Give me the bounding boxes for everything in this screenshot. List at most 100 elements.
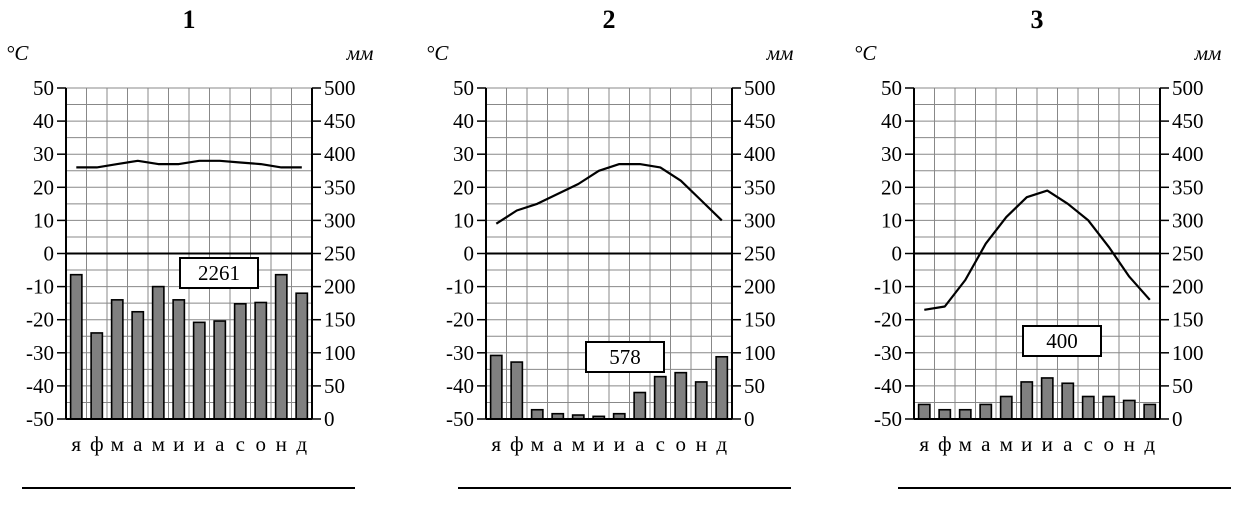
y-left-tick-label: 0 [464, 242, 475, 266]
month-label: ф [938, 432, 952, 456]
climate-chart-2-svg: 2°C мм50403020100-10-20-30-40-50500450400… [426, 5, 794, 456]
month-label: м [1000, 432, 1013, 456]
y-left-tick-label: -10 [446, 275, 474, 299]
y-left-tick-label: -10 [874, 275, 902, 299]
month-label: и [593, 432, 604, 456]
y-left-tick-label: 10 [453, 208, 474, 232]
month-label: о [256, 432, 267, 456]
precip-bar [1081, 395, 1095, 420]
y-right-unit: мм [766, 41, 794, 65]
month-label: о [1104, 432, 1115, 456]
y-left-tick-label: 30 [453, 142, 474, 166]
y-left-tick-label: 30 [881, 142, 902, 166]
precip-bar [172, 299, 186, 420]
y-left-unit: °C [854, 41, 877, 65]
y-right-tick-label: 50 [324, 374, 345, 398]
month-label: с [236, 432, 245, 456]
y-right-tick-label: 150 [1172, 308, 1204, 332]
y-left-tick-label: -20 [874, 308, 902, 332]
y-left-tick-label: -20 [446, 308, 474, 332]
month-label: я [491, 432, 501, 456]
precip-bar [274, 273, 288, 420]
y-left-tick-label: -50 [874, 407, 902, 431]
precip-bar [213, 320, 227, 420]
precip-bar [674, 371, 688, 420]
y-right-tick-label: 400 [1172, 142, 1204, 166]
y-left-tick-label: 0 [44, 242, 55, 266]
annual-total-label: 578 [609, 345, 641, 369]
month-label: я [71, 432, 81, 456]
y-right-tick-label: 200 [1172, 275, 1204, 299]
month-label: м [111, 432, 124, 456]
precip-bar [233, 303, 247, 420]
precip-bar [958, 408, 972, 420]
precip-bar [1143, 403, 1157, 420]
y-right-tick-label: 250 [324, 242, 356, 266]
y-left-tick-label: 10 [33, 208, 54, 232]
precip-bar [1040, 377, 1054, 420]
y-left-tick-label: -40 [446, 374, 474, 398]
chart-title: 3 [1031, 5, 1044, 34]
y-right-unit: мм [1194, 41, 1222, 65]
y-right-tick-label: 500 [324, 76, 356, 100]
annual-total-box [179, 257, 259, 289]
y-right-tick-label: 350 [744, 175, 776, 199]
y-right-tick-label: 100 [744, 341, 776, 365]
y-right-tick-label: 100 [324, 341, 356, 365]
y-right-tick-label: 50 [1172, 374, 1193, 398]
month-label: а [215, 432, 225, 456]
y-right-tick-label: 450 [1172, 109, 1204, 133]
chart-title: 1 [183, 5, 196, 34]
temperature-line [76, 159, 302, 169]
month-label: м [572, 432, 585, 456]
month-label: с [656, 432, 665, 456]
precip-bar [694, 381, 708, 420]
month-label: н [1124, 432, 1135, 456]
temperature-line [495, 163, 723, 225]
precip-bar [69, 273, 83, 420]
y-right-tick-label: 0 [744, 407, 755, 431]
y-left-tick-label: -30 [874, 341, 902, 365]
answer-line-1[interactable] [22, 487, 355, 489]
answer-line-2[interactable] [458, 487, 791, 489]
precip-bar [530, 408, 544, 420]
month-label: м [531, 432, 544, 456]
month-label: н [696, 432, 707, 456]
y-left-tick-label: -50 [446, 407, 474, 431]
y-left-unit: °C [426, 41, 449, 65]
month-label: д [1144, 432, 1155, 456]
month-label: ф [510, 432, 524, 456]
y-left-tick-label: 30 [33, 142, 54, 166]
annual-total-label: 400 [1046, 329, 1078, 353]
y-right-tick-label: 150 [744, 308, 776, 332]
y-left-tick-label: 50 [453, 76, 474, 100]
y-right-tick-label: 0 [324, 407, 335, 431]
y-left-tick-label: 50 [881, 76, 902, 100]
precip-bar [715, 355, 729, 420]
y-left-tick-label: 10 [881, 208, 902, 232]
y-right-tick-label: 250 [744, 242, 776, 266]
y-right-tick-label: 350 [1172, 175, 1204, 199]
month-label: ф [90, 432, 104, 456]
y-left-tick-label: -50 [26, 407, 54, 431]
y-right-tick-label: 400 [324, 142, 356, 166]
climate-chart-3-svg: 3°C мм50403020100-10-20-30-40-50500450400… [854, 5, 1222, 456]
precip-bar [1020, 381, 1034, 420]
month-label: и [1021, 432, 1032, 456]
precip-bar [917, 403, 931, 420]
y-right-tick-label: 50 [744, 374, 765, 398]
y-right-tick-label: 300 [744, 208, 776, 232]
climate-chart-1-svg: 1°C мм50403020100-10-20-30-40-50500450400… [6, 5, 374, 456]
y-right-tick-label: 0 [1172, 407, 1183, 431]
y-left-tick-label: 50 [33, 76, 54, 100]
precip-bar [653, 375, 667, 420]
answer-line-3[interactable] [898, 487, 1231, 489]
precip-bar [151, 285, 165, 420]
y-right-unit: мм [346, 41, 374, 65]
precip-bar [254, 301, 268, 420]
y-right-tick-label: 500 [1172, 76, 1204, 100]
precip-bar [979, 403, 993, 420]
temperature-line [924, 189, 1151, 311]
y-left-tick-label: 20 [453, 175, 474, 199]
y-right-tick-label: 500 [744, 76, 776, 100]
